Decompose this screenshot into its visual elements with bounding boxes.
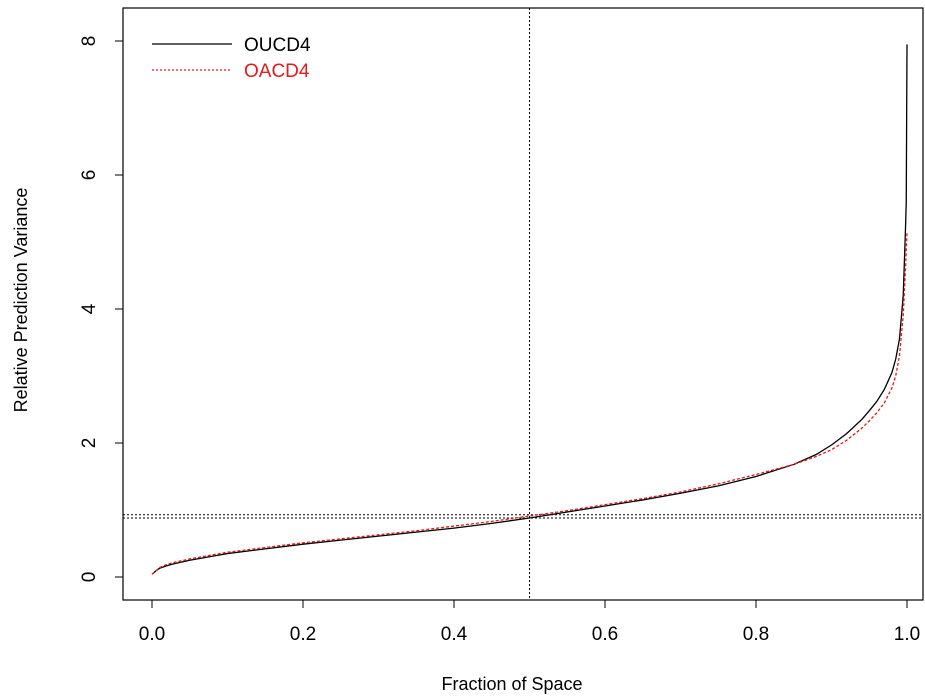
legend-label-oucd4: OUCD4 bbox=[244, 35, 311, 56]
legend: OUCD4 OACD4 bbox=[152, 35, 311, 82]
y-tick-label-0: 0 bbox=[79, 572, 100, 583]
y-tick-label-1: 2 bbox=[79, 438, 100, 449]
series-line-oacd4 bbox=[151, 231, 908, 575]
x-axis: 0.0 0.2 0.4 0.6 0.8 1.0 bbox=[139, 599, 920, 645]
y-axis: 0 2 4 6 8 bbox=[79, 36, 124, 583]
y-tick-label-3: 6 bbox=[79, 170, 100, 181]
legend-label-oacd4: OACD4 bbox=[244, 61, 310, 82]
x-tick-label-0: 0.0 bbox=[139, 624, 165, 645]
y-tick-label-2: 4 bbox=[79, 303, 100, 314]
series-line-oucd4 bbox=[151, 44, 908, 575]
reference-lines bbox=[123, 8, 923, 600]
y-axis-title: Relative Prediction Variance bbox=[11, 188, 31, 413]
x-tick-label-4: 0.8 bbox=[743, 624, 769, 645]
plot-frame bbox=[122, 7, 924, 601]
x-axis-title: Fraction of Space bbox=[441, 674, 582, 694]
x-tick-label-5: 1.0 bbox=[894, 624, 920, 645]
series-layer bbox=[151, 44, 908, 575]
x-tick-label-1: 0.2 bbox=[290, 624, 316, 645]
x-tick-label-3: 0.6 bbox=[592, 624, 618, 645]
x-tick-label-2: 0.4 bbox=[441, 624, 468, 645]
y-tick-label-4: 8 bbox=[79, 36, 100, 47]
